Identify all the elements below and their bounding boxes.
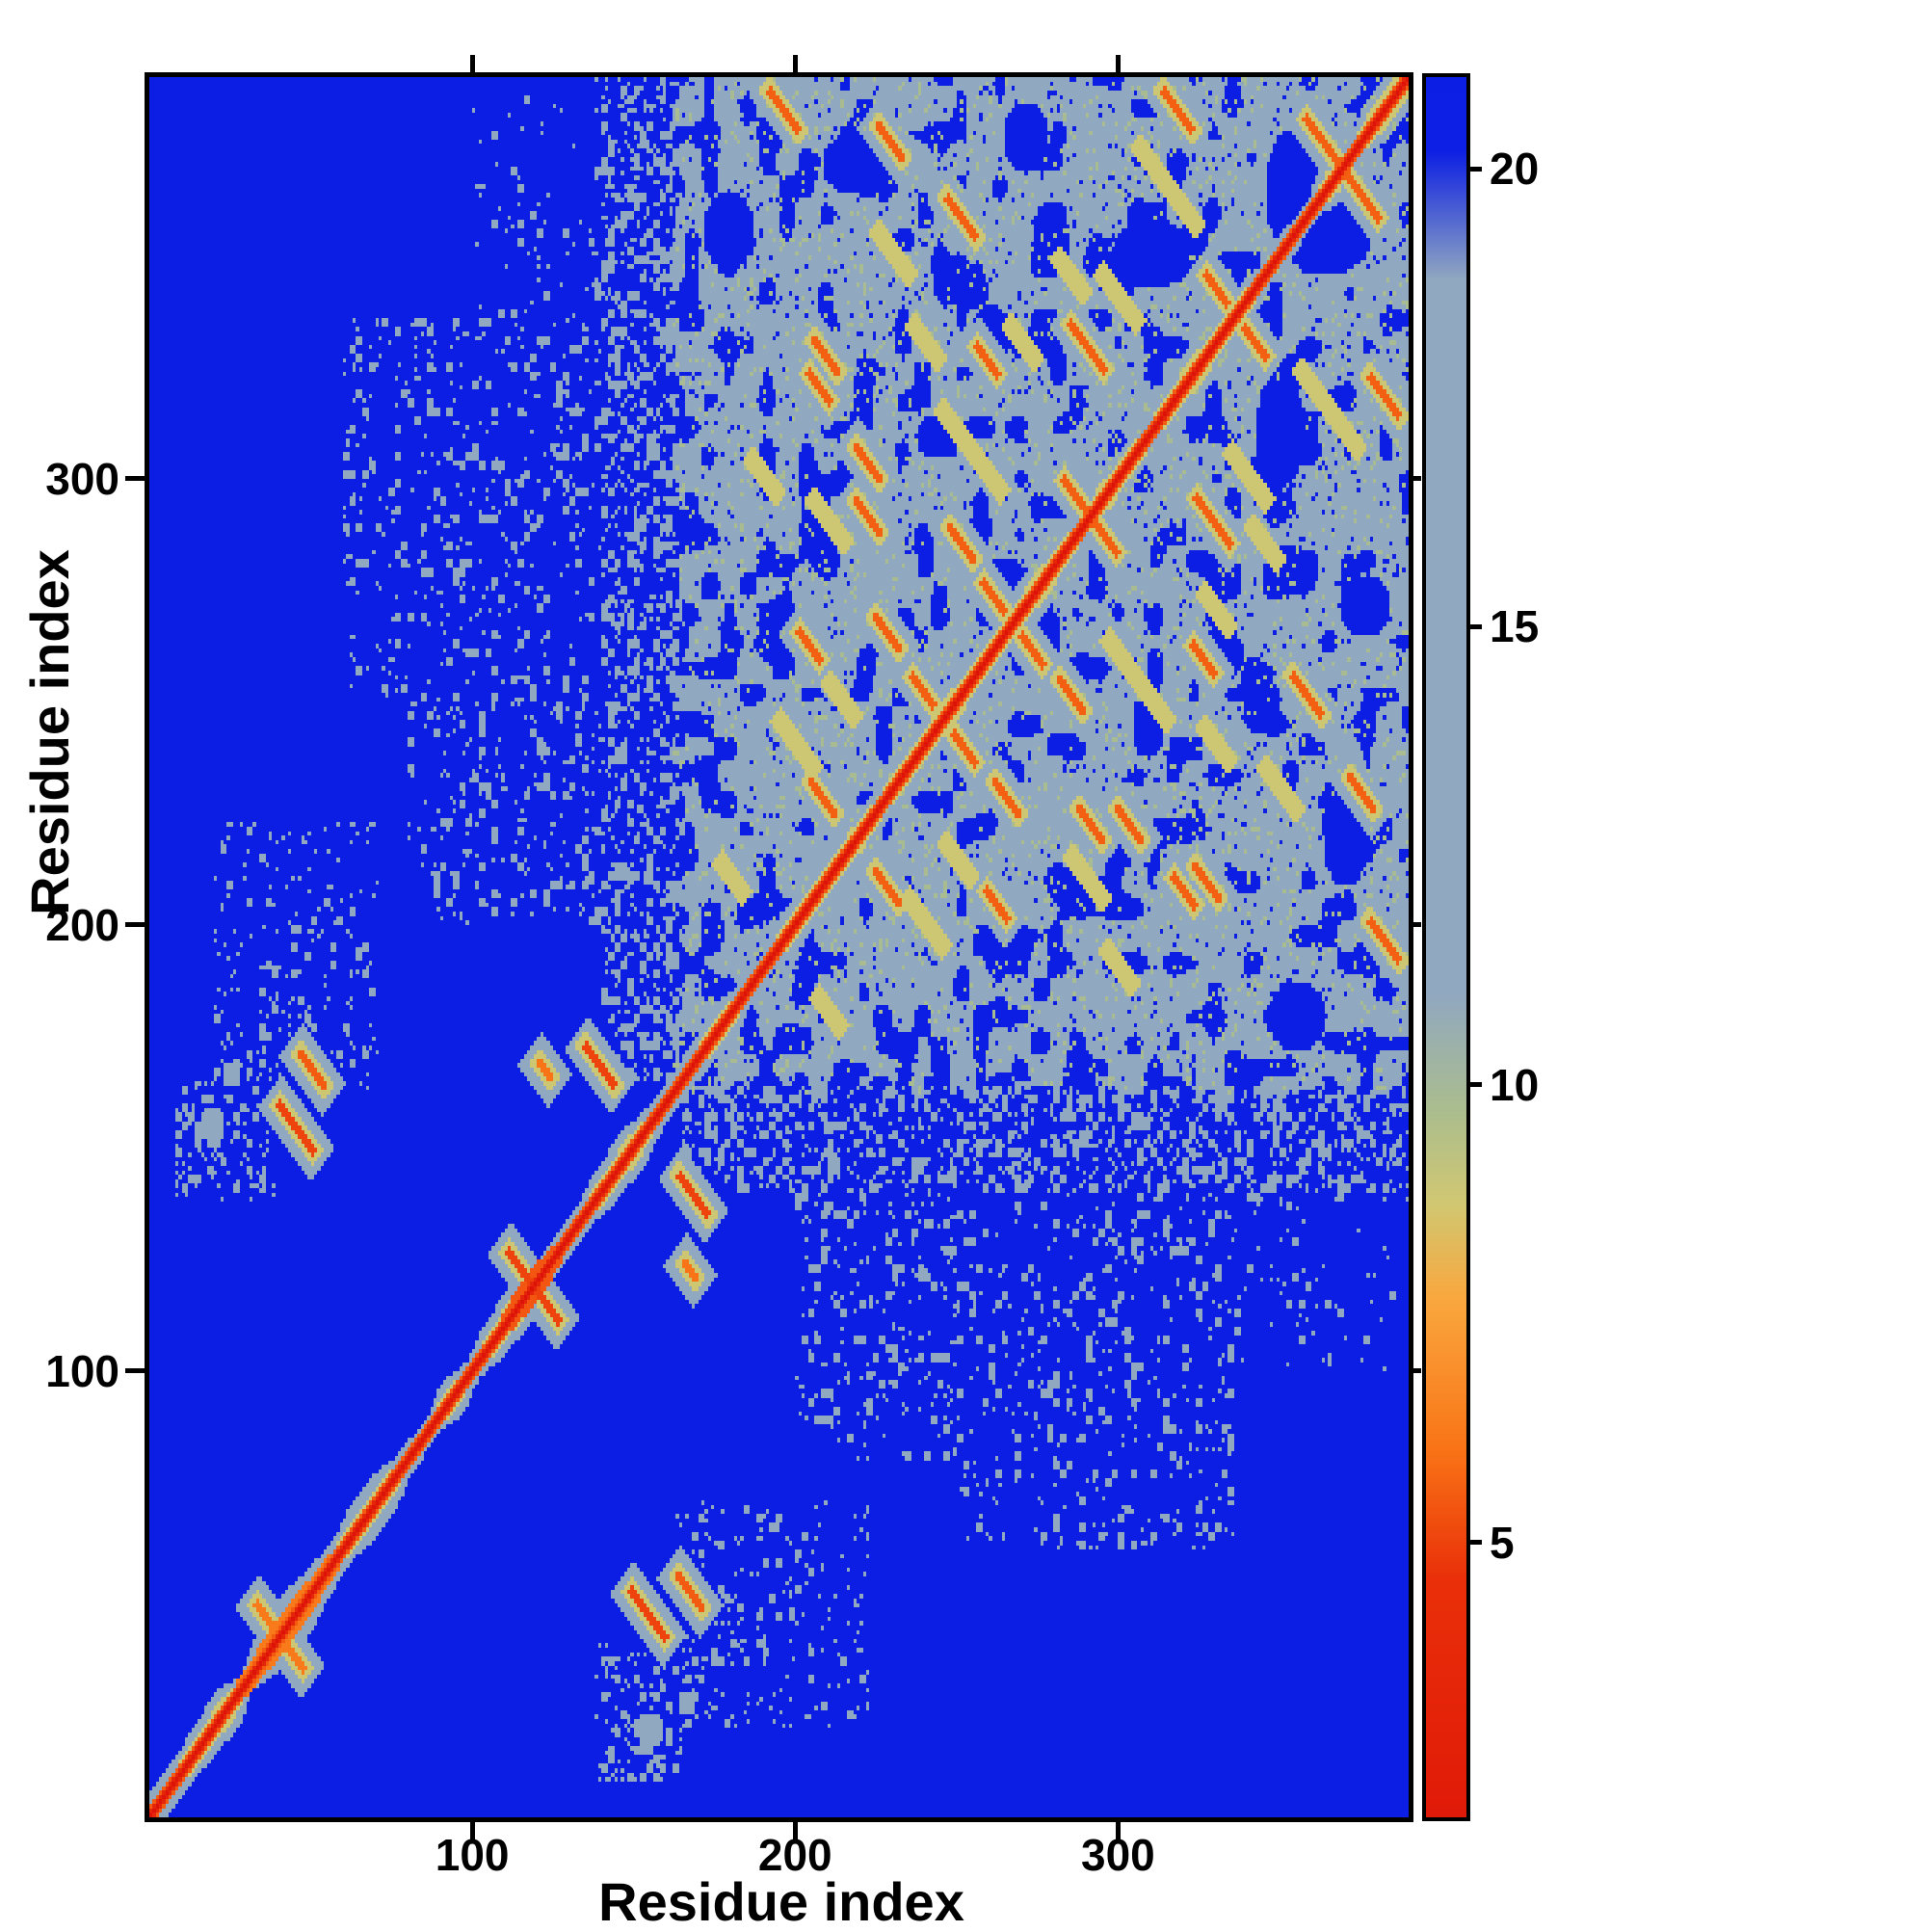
y-tick-mark	[125, 476, 145, 482]
y-tick-mark-right	[1413, 476, 1421, 482]
x-tick-mark	[792, 1822, 798, 1839]
y-tick-label: 300	[45, 453, 119, 504]
x-tick-mark	[1115, 1822, 1121, 1839]
y-tick-mark-right	[1413, 1368, 1421, 1374]
y-tick-mark	[125, 1368, 145, 1374]
colorbar-tick-mark	[1470, 623, 1482, 629]
x-tick-mark-top	[792, 55, 798, 72]
y-tick-label: 200	[45, 899, 119, 950]
colorbar-tick-mark	[1470, 1540, 1482, 1546]
colorbar-tick-mark	[1470, 1082, 1482, 1088]
y-tick-mark	[125, 922, 145, 928]
colorbar-frame	[1422, 73, 1470, 1821]
x-tick-mark	[469, 1822, 475, 1839]
colorbar-tick-label: 5	[1490, 1517, 1515, 1568]
x-tick-mark-top	[469, 55, 475, 72]
colorbar-canvas	[1426, 77, 1466, 1817]
colorbar-tick-mark	[1470, 166, 1482, 172]
colorbar-tick-label: 15	[1490, 601, 1540, 652]
y-tick-mark-right	[1413, 922, 1421, 928]
colorbar-tick-label: 10	[1490, 1059, 1540, 1110]
colorbar-tick-label: 20	[1490, 144, 1540, 195]
x-tick-label: 300	[1081, 1830, 1155, 1880]
heatmap-canvas	[149, 77, 1409, 1817]
y-axis-title: Residue index	[19, 549, 80, 915]
x-tick-mark-top	[1115, 55, 1121, 72]
y-tick-label: 100	[45, 1345, 119, 1396]
x-axis-title: Residue index	[598, 1871, 964, 1932]
x-tick-label: 200	[757, 1830, 832, 1880]
x-tick-label: 100	[435, 1830, 510, 1880]
plot-frame	[145, 72, 1413, 1822]
